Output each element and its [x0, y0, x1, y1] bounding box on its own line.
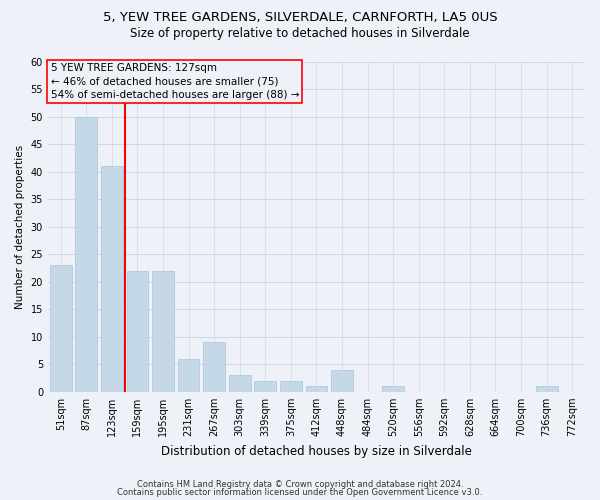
Bar	[280, 381, 302, 392]
Text: 5, YEW TREE GARDENS, SILVERDALE, CARNFORTH, LA5 0US: 5, YEW TREE GARDENS, SILVERDALE, CARNFOR…	[103, 11, 497, 24]
Text: 5 YEW TREE GARDENS: 127sqm
← 46% of detached houses are smaller (75)
54% of semi: 5 YEW TREE GARDENS: 127sqm ← 46% of deta…	[50, 63, 299, 100]
Bar	[101, 166, 123, 392]
Bar	[203, 342, 225, 392]
Bar	[127, 270, 148, 392]
Bar	[50, 265, 71, 392]
Bar	[229, 376, 251, 392]
Y-axis label: Number of detached properties: Number of detached properties	[15, 144, 25, 308]
Bar	[536, 386, 557, 392]
Bar	[76, 116, 97, 392]
Text: Contains public sector information licensed under the Open Government Licence v3: Contains public sector information licen…	[118, 488, 482, 497]
Text: Contains HM Land Registry data © Crown copyright and database right 2024.: Contains HM Land Registry data © Crown c…	[137, 480, 463, 489]
X-axis label: Distribution of detached houses by size in Silverdale: Distribution of detached houses by size …	[161, 444, 472, 458]
Bar	[305, 386, 328, 392]
Bar	[382, 386, 404, 392]
Bar	[152, 270, 174, 392]
Bar	[331, 370, 353, 392]
Bar	[254, 381, 276, 392]
Text: Size of property relative to detached houses in Silverdale: Size of property relative to detached ho…	[130, 28, 470, 40]
Bar	[178, 359, 199, 392]
